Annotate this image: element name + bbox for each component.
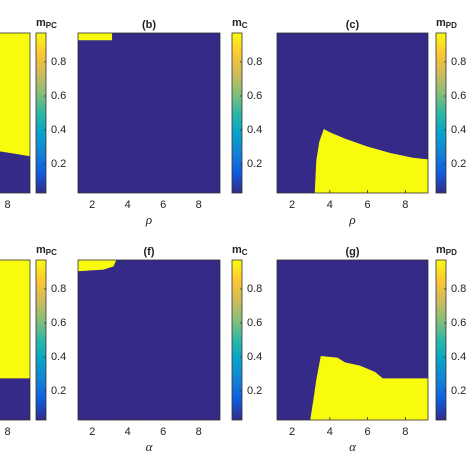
colorbar-label: mC [232, 17, 248, 30]
colorbar-tick-label: 0.2 [247, 385, 262, 397]
x-tick-label: 6 [160, 426, 166, 438]
colorbar-label: mC [232, 244, 248, 257]
heatmap-region [78, 260, 117, 272]
colorbar-tick-label: 0.6 [451, 317, 466, 329]
x-tick-label: 4 [327, 426, 333, 438]
colorbar-tick-label: 0.4 [247, 124, 262, 136]
colorbar-label-subscript: C [242, 21, 248, 30]
colorbar-tick-label: 0.2 [247, 158, 262, 170]
colorbar-label-subscript: C [242, 248, 248, 257]
panel: 2 4 6 8 (f) α 0.2 0.4 0.6 0.8 mC [77, 244, 262, 454]
x-tick-label: 6 [160, 199, 166, 211]
colorbar-label-main: m [436, 17, 446, 29]
x-axis-label: ρ [145, 212, 152, 227]
colorbar-tick-label: 0.8 [247, 56, 262, 68]
colorbar-label-main: m [232, 244, 242, 256]
colorbar-tick-label: 0.8 [247, 283, 262, 295]
heatmap-background [78, 260, 220, 420]
colorbar-tick-label: 0.4 [51, 124, 66, 136]
colorbar [35, 259, 47, 421]
x-tick-label: 8 [196, 426, 202, 438]
x-tick-label: 2 [89, 426, 95, 438]
colorbar-label-main: m [36, 244, 46, 256]
colorbar [435, 259, 447, 421]
colorbar-tick-label: 0.6 [247, 90, 262, 102]
colorbar-tick-label: 0.8 [451, 56, 466, 68]
colorbar-tick-label: 0.8 [451, 283, 466, 295]
panel-title: (f) [144, 246, 155, 258]
colorbar-tick-label: 0.2 [451, 385, 466, 397]
colorbar [435, 32, 447, 194]
colorbar-tick-label: 0.6 [51, 90, 66, 102]
panel: 2 4 6 8 (g) α 0.2 0.4 0.6 0.8 mPD [276, 244, 466, 454]
colorbar [231, 259, 243, 421]
colorbar-label-main: m [36, 17, 46, 29]
colorbar-tick-label: 0.6 [51, 317, 66, 329]
plot-frame [77, 259, 221, 421]
heatmap-region [310, 356, 428, 420]
colorbar-tick-label: 0.4 [247, 351, 262, 363]
colorbar-tick-label: 0.4 [451, 124, 466, 136]
x-axis-label: α [349, 439, 357, 454]
x-tick-label: 6 [365, 199, 371, 211]
panel-title: (b) [142, 19, 156, 31]
x-tick-label: 8 [402, 426, 408, 438]
heatmap-region [0, 260, 30, 379]
colorbar-label-main: m [436, 244, 446, 256]
x-axis-label: ρ [348, 212, 355, 227]
colorbar-label-subscript: PD [446, 248, 457, 257]
x-tick-label: 8 [4, 426, 10, 438]
colorbar-tick-label: 0.6 [451, 90, 466, 102]
heatmap-region [78, 33, 113, 41]
colorbar-label: mPC [36, 17, 57, 30]
colorbar [231, 32, 243, 194]
plot-frame [77, 32, 221, 194]
colorbar-label-subscript: PD [446, 21, 457, 30]
plot-frame [276, 259, 429, 421]
x-tick-label: 4 [125, 199, 131, 211]
heatmap-background [78, 33, 220, 193]
plot-frame [276, 32, 429, 194]
x-tick-label: 4 [327, 199, 333, 211]
colorbar-tick-label: 0.6 [247, 317, 262, 329]
x-tick-label: 2 [89, 199, 95, 211]
panel-title: (c) [346, 19, 360, 31]
panel: 8 0.2 0.4 0.6 0.8 mPC [0, 244, 66, 438]
heatmap-region [314, 129, 428, 193]
plot-frame [0, 32, 31, 194]
colorbar-tick-label: 0.4 [451, 351, 466, 363]
colorbar-tick-label: 0.2 [51, 385, 66, 397]
plot-frame [0, 259, 31, 421]
x-tick-label: 2 [289, 426, 295, 438]
x-tick-label: 8 [402, 199, 408, 211]
colorbar-tick-label: 0.8 [51, 56, 66, 68]
colorbar-label-main: m [232, 17, 242, 29]
colorbar-tick-label: 0.2 [51, 158, 66, 170]
colorbar-label: mPC [36, 244, 57, 257]
x-tick-label: 8 [4, 199, 10, 211]
panel: 2 4 6 8 (b) ρ 0.2 0.4 0.6 0.8 mC [77, 17, 262, 227]
x-tick-label: 4 [125, 426, 131, 438]
x-axis-label: α [146, 439, 154, 454]
colorbar-label: mPD [436, 244, 457, 257]
colorbar-tick-label: 0.8 [51, 283, 66, 295]
colorbar-tick-label: 0.4 [51, 351, 66, 363]
heatmap-region [0, 33, 30, 157]
x-tick-label: 6 [365, 426, 371, 438]
colorbar-tick-label: 0.2 [451, 158, 466, 170]
panel-title: (g) [345, 246, 359, 258]
colorbar-label: mPD [436, 17, 457, 30]
colorbar [35, 32, 47, 194]
panel: 2 4 6 8 (c) ρ 0.2 0.4 0.6 0.8 mPD [276, 17, 466, 227]
colorbar-label-subscript: PC [46, 248, 57, 257]
panel: 8 0.2 0.4 0.6 0.8 mPC [0, 17, 66, 211]
x-tick-label: 2 [289, 199, 295, 211]
colorbar-label-subscript: PC [46, 21, 57, 30]
x-tick-label: 8 [196, 199, 202, 211]
